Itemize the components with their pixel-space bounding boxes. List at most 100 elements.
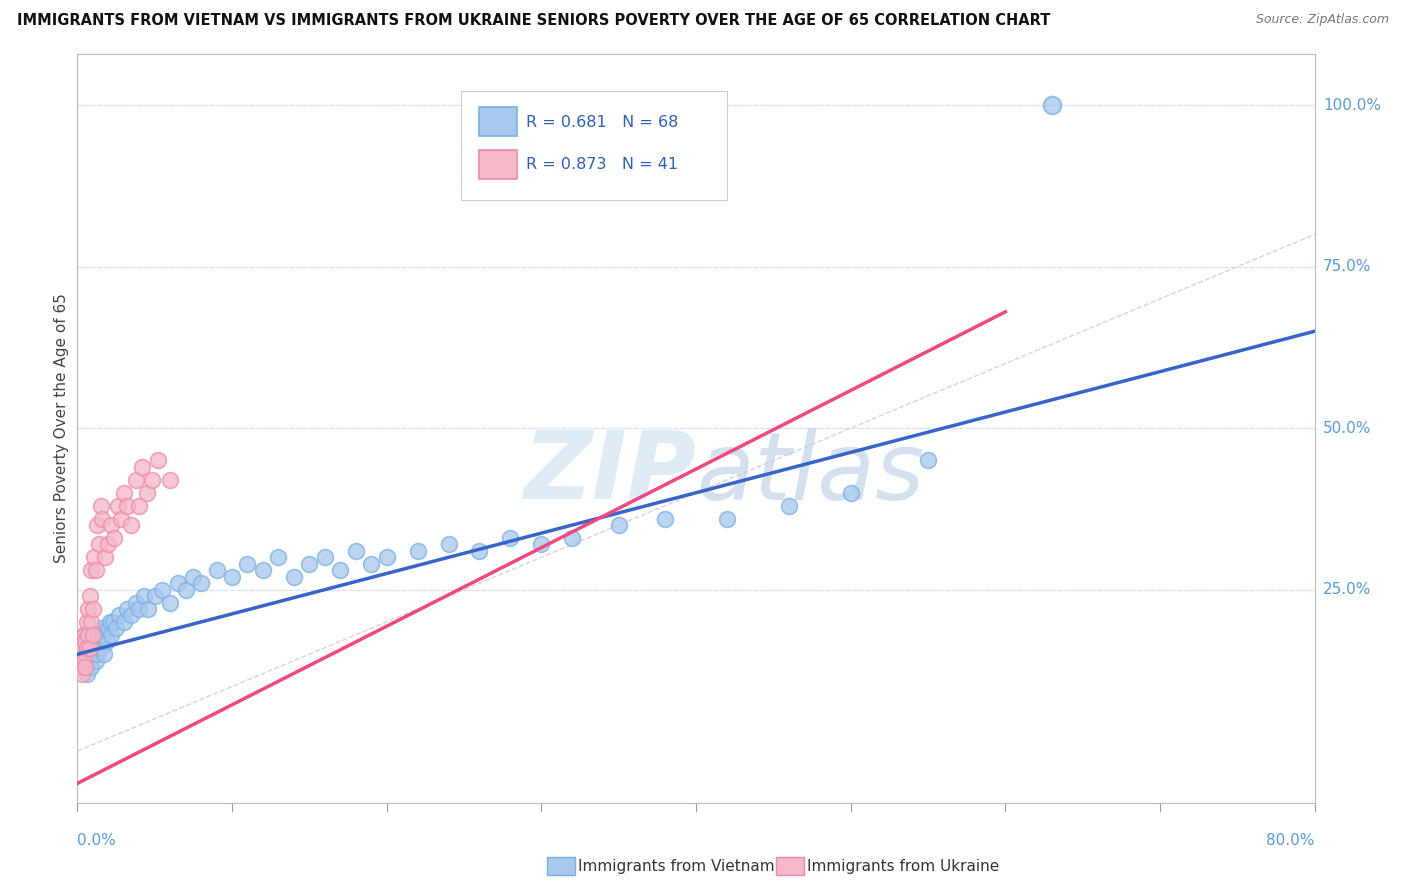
Point: [298, 557, 321, 571]
Point: [107, 499, 129, 513]
Point: [76, 640, 98, 655]
Point: [205, 563, 228, 577]
Point: [82, 628, 104, 642]
Point: [77, 654, 100, 668]
Point: [67, 647, 90, 661]
Point: [98, 615, 121, 629]
Point: [90, 634, 111, 648]
Point: [499, 531, 522, 545]
Point: [607, 518, 630, 533]
Point: [146, 453, 169, 467]
Point: [93, 647, 115, 661]
Point: [80, 563, 103, 577]
Point: [125, 596, 148, 610]
Point: [91, 621, 114, 635]
Point: [314, 550, 336, 565]
Point: [115, 602, 138, 616]
Point: [97, 621, 120, 635]
Point: [121, 518, 143, 533]
Point: [125, 473, 148, 487]
Point: [136, 485, 159, 500]
Point: [72, 628, 94, 642]
Point: [530, 537, 553, 551]
Point: [112, 615, 135, 629]
Text: Source: ZipAtlas.com: Source: ZipAtlas.com: [1256, 13, 1389, 27]
Point: [82, 602, 104, 616]
Point: [100, 628, 122, 642]
Point: [79, 589, 101, 603]
Point: [174, 582, 197, 597]
Point: [654, 511, 676, 525]
Point: [778, 499, 800, 513]
Point: [108, 608, 131, 623]
Point: [100, 518, 122, 533]
Point: [183, 570, 205, 584]
Point: [917, 453, 939, 467]
Point: [83, 628, 105, 642]
Point: [69, 660, 91, 674]
FancyBboxPatch shape: [776, 856, 804, 875]
Point: [468, 544, 491, 558]
Point: [132, 589, 155, 603]
Point: [344, 544, 367, 558]
Point: [159, 596, 181, 610]
Point: [82, 647, 104, 661]
Point: [110, 511, 132, 525]
Point: [84, 640, 107, 655]
Point: [77, 628, 100, 642]
Point: [96, 634, 118, 648]
Text: R = 0.873   N = 41: R = 0.873 N = 41: [526, 157, 679, 172]
Point: [283, 570, 305, 584]
Point: [86, 647, 108, 661]
Point: [97, 537, 120, 551]
Point: [90, 499, 111, 513]
Point: [72, 660, 94, 674]
Point: [91, 511, 114, 525]
Point: [375, 550, 398, 565]
Point: [112, 485, 135, 500]
Point: [101, 615, 124, 629]
Point: [76, 666, 98, 681]
Point: [83, 550, 105, 565]
Point: [70, 666, 93, 681]
Point: [128, 499, 150, 513]
Text: ZIP: ZIP: [523, 427, 696, 519]
Point: [87, 628, 110, 642]
Point: [75, 660, 96, 674]
Point: [76, 615, 98, 629]
Point: [86, 518, 108, 533]
FancyBboxPatch shape: [547, 856, 575, 875]
Point: [77, 634, 100, 648]
Point: [75, 628, 96, 642]
Point: [716, 511, 738, 525]
Point: [437, 537, 460, 551]
Point: [80, 615, 103, 629]
Point: [138, 602, 160, 616]
Point: [84, 563, 107, 577]
Point: [80, 660, 103, 674]
Text: Immigrants from Ukraine: Immigrants from Ukraine: [807, 859, 1000, 873]
Text: 0.0%: 0.0%: [77, 833, 117, 848]
Point: [90, 640, 111, 655]
Point: [82, 634, 104, 648]
Text: 75.0%: 75.0%: [1323, 260, 1371, 274]
Point: [121, 608, 143, 623]
Point: [221, 570, 243, 584]
Point: [115, 499, 138, 513]
FancyBboxPatch shape: [479, 150, 516, 178]
Point: [105, 621, 127, 635]
Point: [75, 634, 96, 648]
Point: [72, 654, 94, 668]
Text: IMMIGRANTS FROM VIETNAM VS IMMIGRANTS FROM UKRAINE SENIORS POVERTY OVER THE AGE : IMMIGRANTS FROM VIETNAM VS IMMIGRANTS FR…: [17, 13, 1050, 29]
Point: [152, 582, 174, 597]
Point: [167, 576, 190, 591]
Point: [1040, 98, 1063, 112]
Point: [79, 640, 101, 655]
Point: [252, 563, 274, 577]
Point: [329, 563, 352, 577]
Point: [159, 473, 181, 487]
Y-axis label: Seniors Poverty Over the Age of 65: Seniors Poverty Over the Age of 65: [53, 293, 69, 563]
Point: [69, 634, 91, 648]
Point: [87, 537, 110, 551]
FancyBboxPatch shape: [461, 91, 727, 200]
